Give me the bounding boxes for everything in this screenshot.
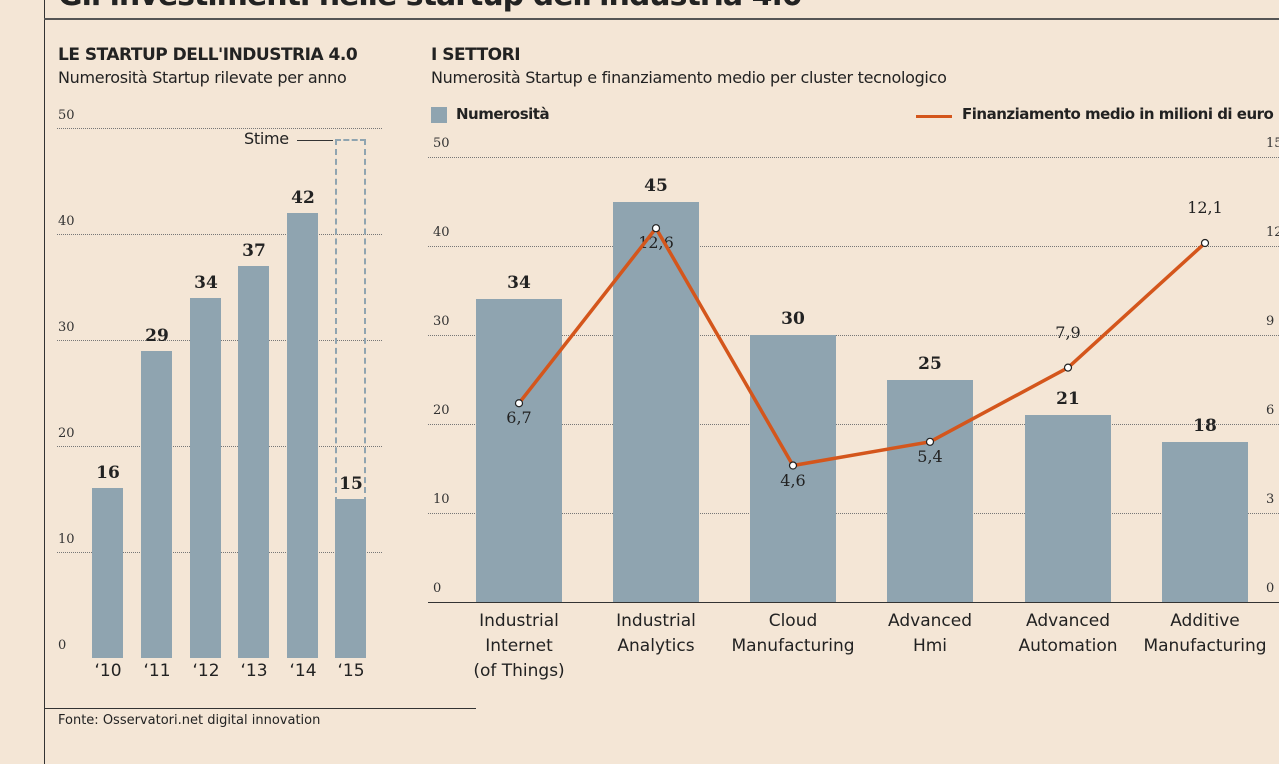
gridline: [428, 246, 1279, 247]
bar-value-label: 15: [339, 474, 363, 494]
x-tick-label: ‘13: [240, 661, 268, 681]
y-tick-label: 0: [58, 638, 67, 653]
y2-tick-label: 6: [1266, 403, 1275, 418]
bar: [92, 488, 123, 658]
bar-value-label: 42: [291, 187, 315, 208]
page-title: Gli investimenti nelle startup dell'indu…: [58, 0, 803, 13]
x-tick-label: ‘15: [337, 661, 365, 681]
line-point: [1063, 363, 1073, 372]
bar-value-label: 25: [918, 353, 942, 374]
y2-tick-label: 15: [1266, 136, 1279, 151]
bar-value-label: 18: [1193, 415, 1217, 436]
y-tick-label: 20: [58, 426, 75, 441]
bar-value-label: 30: [781, 309, 805, 329]
line-point: [925, 437, 935, 446]
bar: [476, 299, 562, 602]
bar: [190, 297, 221, 658]
y-tick-label: 40: [433, 225, 450, 240]
x-tick-label: Cloud Manufacturing: [731, 611, 855, 656]
financing-line: [517, 225, 1207, 468]
legend-line-label: Finanziamento medio in milioni di euro: [962, 105, 1274, 123]
legend-line-swatch: [916, 115, 952, 118]
bar: [613, 201, 699, 602]
line-point: [788, 461, 798, 470]
bar-value-label: 29: [145, 325, 169, 346]
y-tick-label: 30: [58, 320, 75, 335]
x-tick-label: Industrial Internet (of Things): [473, 611, 565, 681]
bar: [287, 212, 318, 658]
bar-value-label: 37: [242, 240, 266, 261]
y2-tick-label: 0: [1266, 581, 1275, 596]
x-tick-label: Additive Manufacturing: [1143, 611, 1267, 656]
right-chart-subtitle: Numerosità Startup e finanziamento medio…: [431, 68, 947, 87]
gridline: [428, 157, 1279, 158]
estimate-box: [335, 138, 366, 503]
x-tick-label: Industrial Analytics: [616, 611, 696, 656]
bar: [335, 499, 366, 658]
estimate-label: Stime: [244, 128, 289, 148]
line-point: [514, 399, 524, 408]
bar-value-label: 34: [507, 273, 531, 294]
y2-tick-label: 9: [1266, 314, 1275, 329]
bar: [238, 265, 269, 658]
y-tick-label: 10: [58, 532, 75, 547]
right-chart-title: I SETTORI: [431, 45, 521, 65]
bar-value-label: 45: [644, 175, 668, 196]
y-tick-label: 0: [433, 581, 442, 596]
bar-value-label: 34: [194, 272, 218, 293]
footer-rule: [44, 708, 476, 709]
y-tick-label: 50: [58, 108, 75, 123]
bar: [887, 379, 973, 602]
bar: [141, 350, 172, 658]
y-tick-label: 50: [433, 136, 450, 151]
bar: [1162, 441, 1248, 602]
y2-tick-label: 3: [1266, 492, 1275, 507]
frame-line: [44, 0, 45, 764]
left-chart-title: LE STARTUP DELL'INDUSTRIA 4.0: [58, 45, 358, 65]
bar-value-label: 16: [96, 463, 120, 484]
line-point: [1200, 238, 1210, 248]
x-tick-label: Advanced Automation: [1018, 611, 1118, 656]
line-value-label: 12,1: [1187, 198, 1223, 218]
x-tick-label: Advanced Hmi: [888, 611, 972, 656]
y-tick-label: 20: [433, 403, 450, 418]
legend-bar-swatch: [431, 107, 447, 123]
line-value-label: 5,4: [917, 446, 943, 466]
x-tick-label: ‘11: [143, 661, 171, 681]
x-axis-baseline: [428, 602, 1279, 603]
x-tick-label: ‘10: [94, 661, 122, 681]
line-value-label: 7,9: [1055, 322, 1081, 342]
x-tick-label: ‘12: [192, 661, 220, 681]
y-tick-label: 40: [58, 214, 75, 229]
gridline: [428, 513, 1279, 514]
line-value-label: 4,6: [780, 470, 806, 490]
source-note: Fonte: Osservatori.net digital innovatio…: [58, 713, 321, 728]
gridline: [57, 234, 382, 235]
left-chart-subtitle: Numerosità Startup rilevate per anno: [58, 68, 347, 87]
x-tick-label: ‘14: [289, 661, 317, 681]
gridline: [428, 424, 1279, 425]
line-value-label: 6,7: [506, 408, 532, 428]
line-point: [651, 224, 661, 233]
bar-value-label: 21: [1056, 389, 1080, 410]
gridline: [428, 335, 1279, 336]
y2-tick-label: 12: [1266, 225, 1279, 240]
gridline: [57, 128, 382, 129]
legend-bar-label: Numerosità: [456, 105, 550, 123]
bar: [1025, 415, 1111, 602]
y-tick-label: 10: [433, 492, 450, 507]
title-rule: [44, 18, 1279, 20]
estimate-leader: [297, 139, 333, 141]
y-tick-label: 30: [433, 314, 450, 329]
